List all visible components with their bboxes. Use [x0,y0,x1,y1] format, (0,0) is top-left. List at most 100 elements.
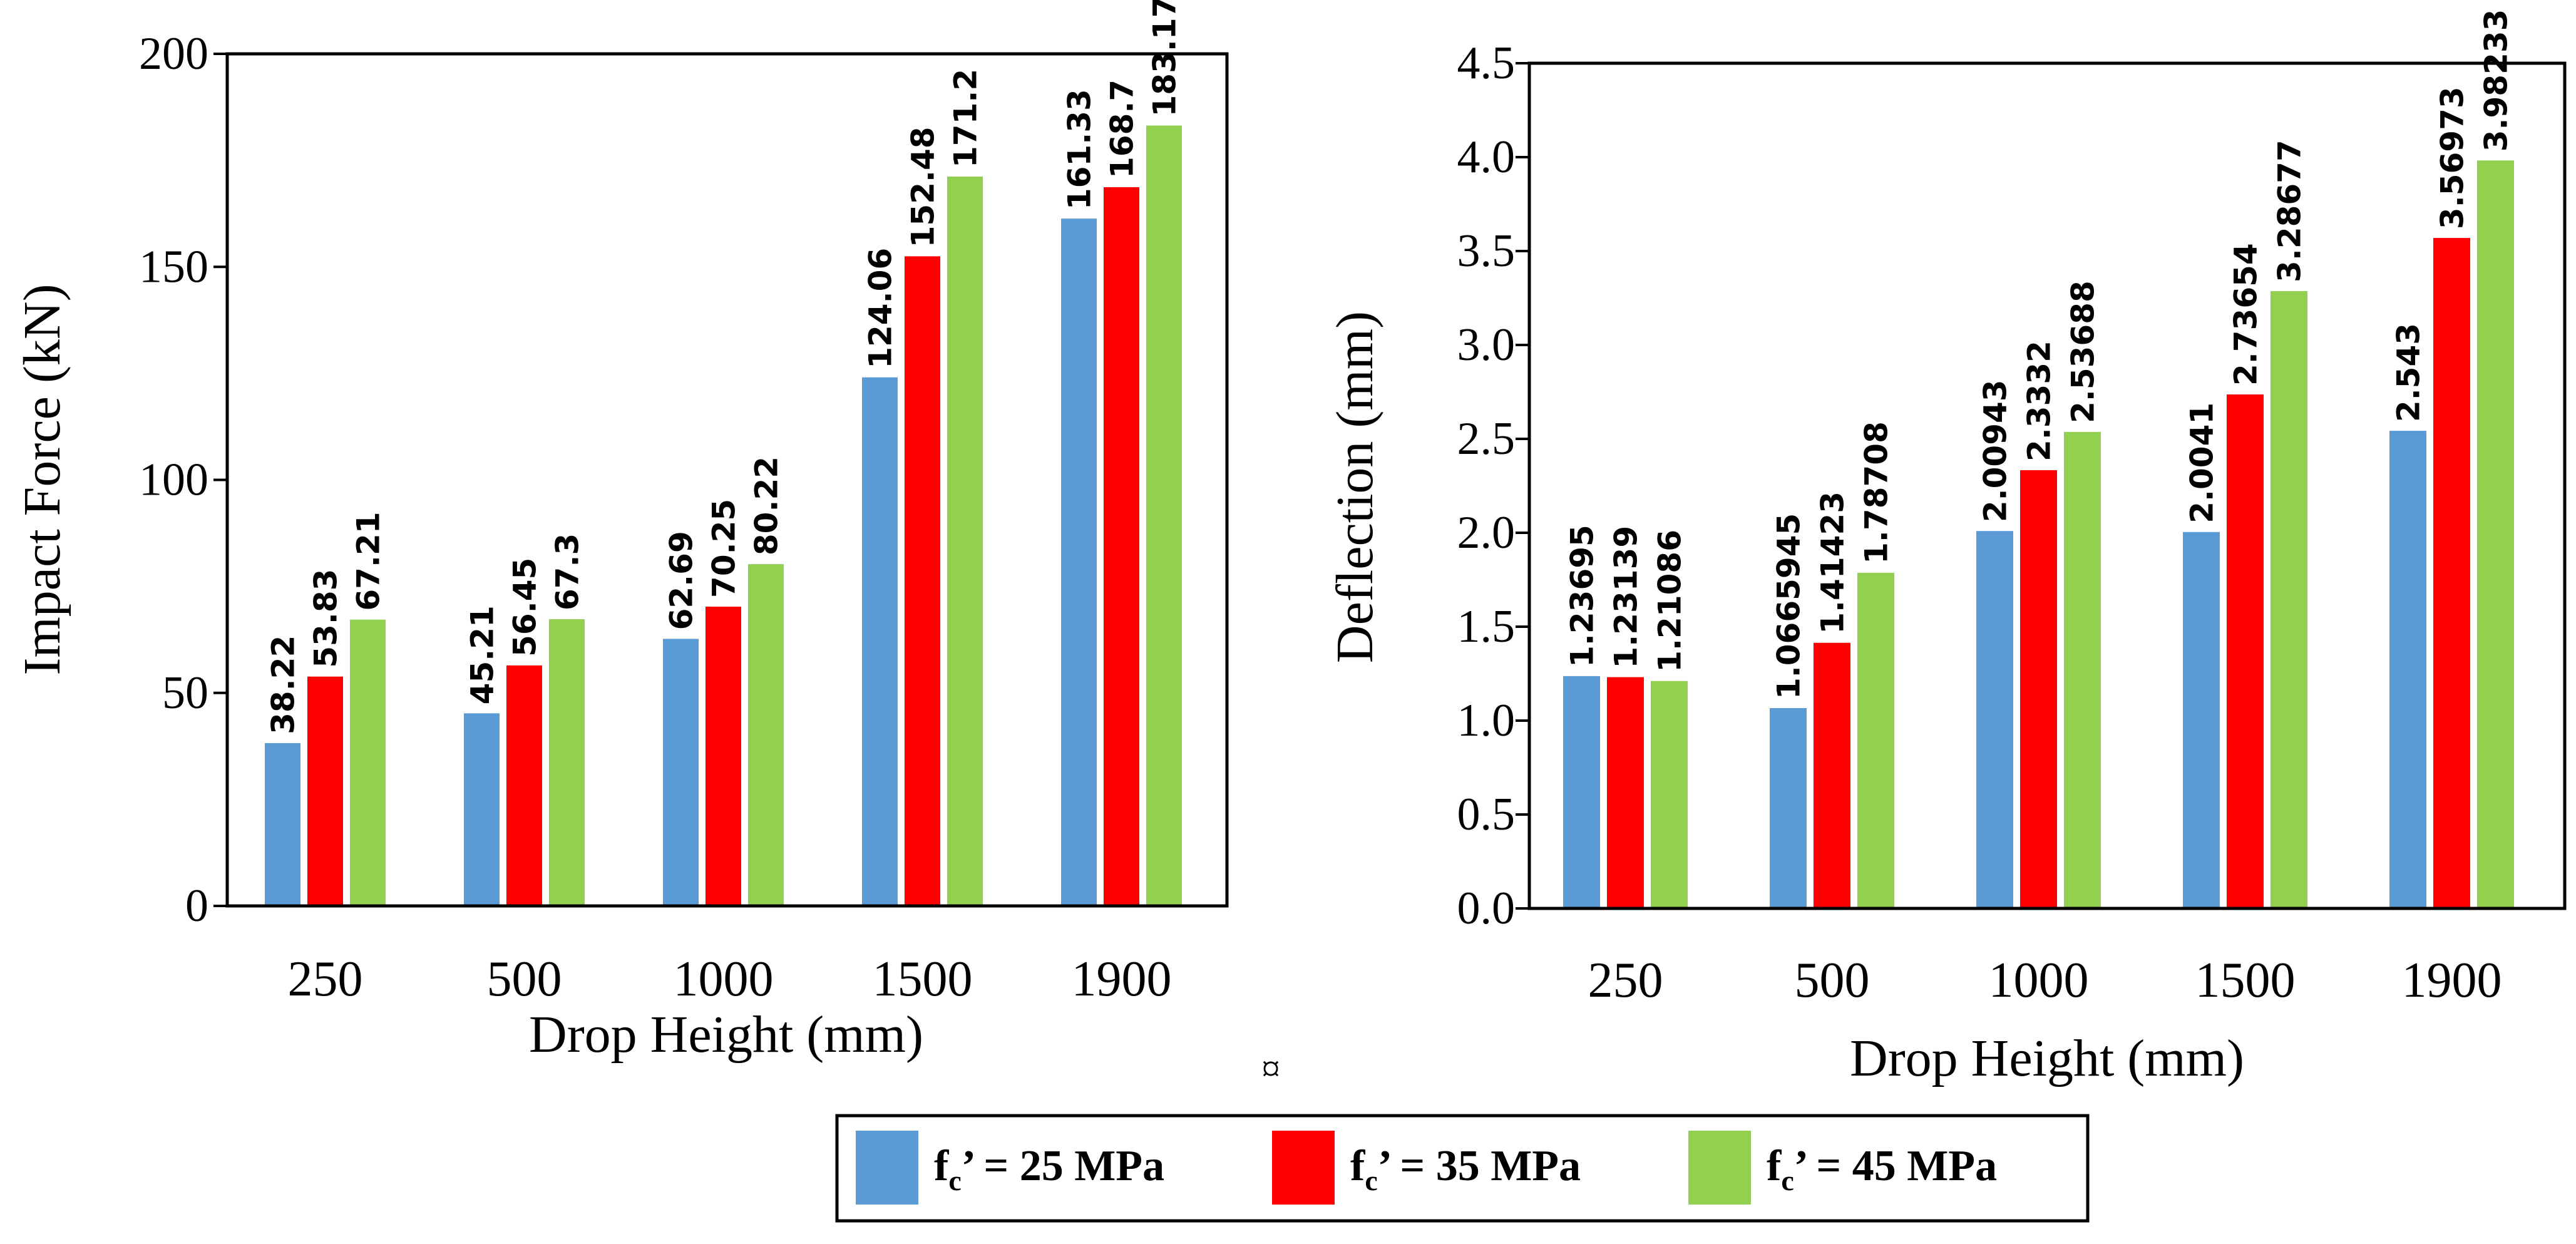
legend-swatch-1 [856,1131,918,1205]
deflection-xtick-label: 500 [1795,953,1870,1008]
impact-bar-s1-250 [265,743,300,906]
impact-value-label: 124.06 [863,248,899,369]
impact-value-label: 183.172 [1147,0,1183,117]
impact-value-label: 67.21 [351,511,387,610]
impact-bar-s3-250 [350,619,386,906]
impact-x-axis-label: Drop Height (mm) [529,1005,923,1064]
impact-xtick-label: 1000 [674,952,774,1007]
deflection-bar-s3-1000 [2064,431,2101,908]
legend-label-1: fc’ = 25 MPa [934,1142,1164,1196]
deflection-value-label: 3.56973 [2435,86,2471,229]
impact-bar-s2-500 [506,665,542,906]
deflection-ytick-label: 2.5 [1457,413,1516,465]
impact-value-label: 168.7 [1104,80,1141,178]
impact-value-label: 161.33 [1062,89,1098,210]
deflection-xtick-label: 1900 [2402,953,2502,1008]
impact-xtick-label: 1900 [1072,952,1172,1007]
deflection-bar-s1-1000 [1976,531,2013,908]
deflection-ytick-label: 0.5 [1457,789,1516,840]
impact-value-label: 80.22 [749,456,785,555]
deflection-bar-s3-250 [1651,681,1688,908]
deflection-value-label: 1.23695 [1564,525,1601,667]
impact-value-label: 70.25 [706,499,742,598]
deflection-bar-s1-1900 [2389,431,2426,908]
deflection-bar-s2-1900 [2433,238,2470,908]
deflection-xtick-label: 1500 [2195,953,2296,1008]
impact-xtick-label: 1500 [873,952,973,1007]
impact-value-label: 38.22 [265,635,302,734]
deflection-bar-s3-1500 [2271,290,2307,908]
legend-label-base: f [934,1142,949,1190]
legend-label-2: fc’ = 35 MPa [1350,1142,1581,1196]
deflection-bar-s3-500 [1857,572,1894,908]
deflection-x-axis-label: Drop Height (mm) [1850,1029,2244,1087]
impact-bar-s2-1500 [905,256,940,907]
deflection-ytick-label: 4.5 [1457,38,1516,89]
deflection-value-label: 2.543 [2391,323,2427,422]
deflection-ytick-label: 1.0 [1457,695,1516,746]
deflection-ytick-label: 1.5 [1457,601,1516,652]
deflection-ytick-label: 2.0 [1457,507,1516,558]
deflection-value-label: 1.41423 [1815,491,1851,634]
deflection-value-label: 1.21086 [1652,530,1688,672]
deflection-ytick-label: 3.0 [1457,319,1516,371]
impact-force-chart: 0 50 100 150 200 38.22 45.21 62.69 124.06 161.33 5… [13,0,1229,1064]
impact-value-label: 62.69 [664,531,700,630]
deflection-ytick-label: 3.5 [1457,225,1516,277]
deflection-bar-s1-1500 [2183,532,2220,908]
deflection-value-label: 2.73654 [2228,243,2264,386]
impact-value-label: 45.21 [464,605,501,704]
deflection-bar-s2-1500 [2227,394,2264,908]
legend-box [835,1114,2090,1223]
impact-bar-s1-1000 [663,639,699,906]
legend-label-subscript: c [948,1164,961,1196]
impact-ytick-label: 0 [185,880,208,932]
deflection-bar-s3-1900 [2477,160,2514,908]
deflection-chart: 0.0 0.5 1.0 1.5 2.0 2.5 3.0 3.5 4.0 4.5 1.23695 1.0… [1326,9,2567,1087]
impact-bar-s3-1500 [947,176,983,906]
legend-label-rest: ’ = 45 MPa [1794,1142,1997,1190]
impact-bar-s3-500 [549,619,585,906]
legend-label-subscript: c [1365,1164,1377,1196]
impact-bar-s2-1900 [1104,187,1139,907]
deflection-value-label: 2.0041 [2184,403,2220,523]
deflection-xtick-label: 250 [1588,953,1663,1008]
currency-sign-symbol: ¤ [1261,1048,1280,1089]
deflection-y-axis-label: Deflection (mm) [1326,311,1384,663]
impact-ytick-label: 200 [139,28,208,80]
impact-bar-s1-1900 [1061,218,1097,906]
impact-bar-s2-1000 [706,606,741,906]
deflection-ytick-label: 4.0 [1457,131,1516,183]
impact-bar-s3-1900 [1146,125,1182,907]
legend-swatch-3 [1688,1131,1751,1205]
deflection-bar-s2-1000 [2020,470,2057,908]
impact-bar-s1-1500 [862,377,898,906]
impact-ytick-label: 100 [139,455,208,506]
legend-swatch-2 [1272,1131,1335,1205]
impact-bar-s1-500 [464,713,500,906]
legend-label-base: f [1767,1142,1782,1190]
deflection-bar-s2-250 [1607,677,1644,908]
impact-value-label: 67.3 [550,533,586,610]
impact-plot-frame [225,52,1229,908]
legend-label-subscript: c [1781,1164,1793,1196]
deflection-bar-s1-250 [1563,676,1600,908]
legend-label-base: f [1350,1142,1365,1190]
impact-xtick-label: 500 [487,952,562,1007]
impact-ytick-label: 150 [139,241,208,292]
impact-value-label: 53.83 [308,569,344,668]
impact-bar-s2-250 [307,676,343,906]
deflection-value-label: 1.23139 [1608,526,1645,669]
impact-value-label: 56.45 [507,558,543,657]
impact-bar-s3-1000 [748,564,784,906]
legend-label-rest: ’ = 35 MPa [1378,1142,1581,1190]
deflection-value-label: 2.53688 [2065,280,2101,423]
impact-xtick-label: 250 [288,952,363,1007]
impact-value-label: 171.2 [948,69,984,168]
impact-y-axis-label: Impact Force (kN) [13,284,71,675]
deflection-value-label: 2.00943 [1978,379,2014,522]
deflection-bar-s2-500 [1814,642,1850,908]
impact-ytick-label: 50 [162,667,208,719]
